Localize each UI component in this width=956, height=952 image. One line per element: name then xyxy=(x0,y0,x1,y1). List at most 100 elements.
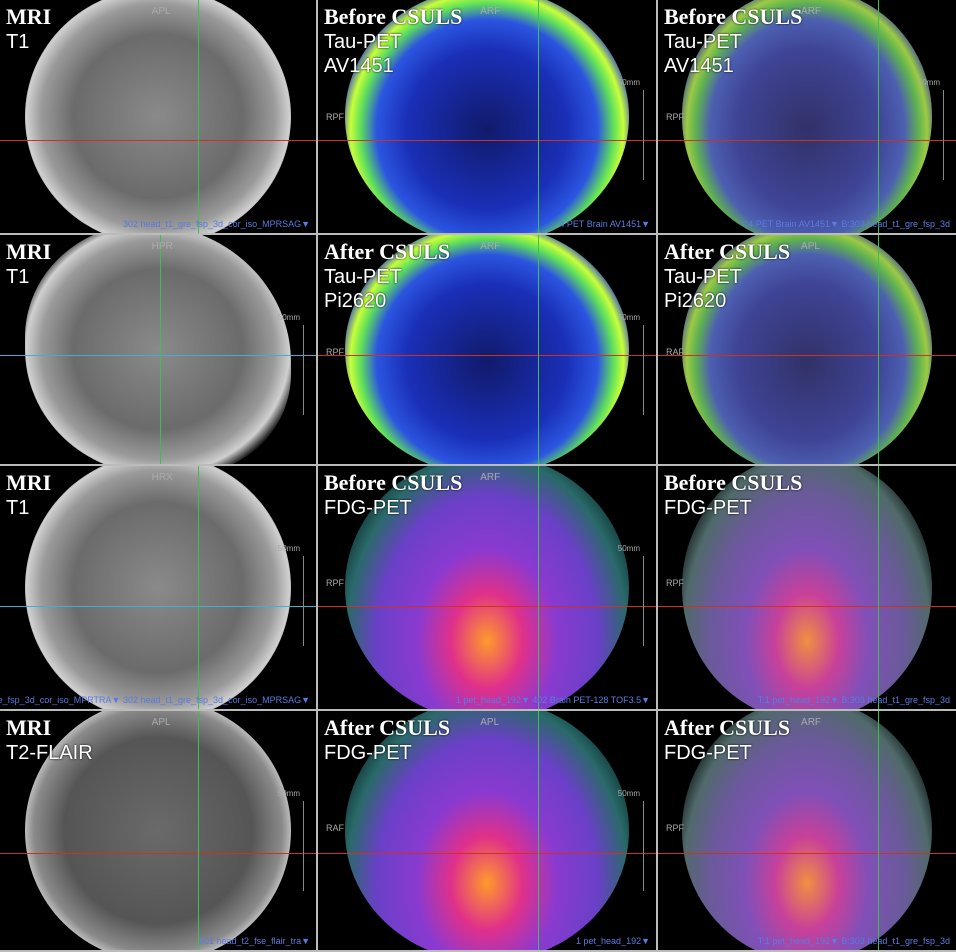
brain-scan-image xyxy=(345,235,629,464)
orientation-marker-left: RPF xyxy=(666,112,684,122)
scale-label: 50mm xyxy=(617,544,640,553)
crosshair-vertical xyxy=(198,0,199,233)
crosshair-vertical xyxy=(538,0,539,233)
orientation-marker: APL xyxy=(480,717,500,728)
series-label: T:4 PET Brain AV1451▼ B:303 head_t1_gre_… xyxy=(741,219,950,229)
panel-label: After CSULS FDG-PET xyxy=(324,715,450,765)
panel-title: MRI xyxy=(6,239,52,264)
image-panel: APL RAF After CSULS Tau-PET Pi2620 xyxy=(658,235,956,464)
brain-scan-image xyxy=(681,466,933,709)
series-label: 302 head_t1_gre_fsp_3d_cor_iso_MPRSAG▼ xyxy=(122,219,310,229)
series-label: 1 pet_head_192▼ xyxy=(576,936,650,946)
series-label: 4 PET Brain AV1451▼ xyxy=(559,219,650,229)
crosshair-horizontal xyxy=(318,355,656,356)
scale-label: 50mm xyxy=(277,313,300,322)
panel-subtitle: FDG-PET xyxy=(664,742,752,765)
panel-subtitle: Pi2620 xyxy=(664,290,727,313)
series-label: T:1 pet_head_192▼ B:303 head_t1_gre_fsp_… xyxy=(757,695,950,705)
panel-subtitle: FDG-PET xyxy=(324,742,412,765)
orientation-marker-left: RPF xyxy=(326,578,344,588)
scale-bar xyxy=(299,801,304,891)
image-panel: ARF 50mm RPF T:4 PET Brain AV1451▼ B:303 he… xyxy=(658,0,956,233)
brain-scan-image xyxy=(25,235,291,464)
orientation-marker-left: RPF xyxy=(666,578,684,588)
scale-bar xyxy=(639,325,644,415)
panel-subtitle: FDG-PET xyxy=(324,497,412,520)
panel-label: MRI T1 xyxy=(6,4,51,54)
panel-subtitle: T1 xyxy=(6,266,30,289)
crosshair-vertical xyxy=(538,711,539,950)
scale-label: 50mm xyxy=(617,789,640,798)
panel-title: MRI xyxy=(6,4,52,29)
crosshair-horizontal xyxy=(0,853,316,854)
image-panel: HRX 50mm 303 head_t1_gre_fsp_3d_cor_iso_MP… xyxy=(0,466,316,709)
crosshair-vertical xyxy=(538,466,539,709)
panel-title: Before CSULS xyxy=(324,470,463,495)
panel-label: After CSULS Tau-PET Pi2620 xyxy=(664,239,790,313)
image-panel: ARF 50mm RPF After CSULS Tau-PET Pi2620 xyxy=(318,235,656,464)
orientation-marker-left: RPF xyxy=(326,112,344,122)
panel-subtitle: T2-FLAIR xyxy=(6,742,93,765)
brain-scan-image xyxy=(345,466,629,709)
scale-bar xyxy=(939,90,944,180)
scale-bar xyxy=(639,90,644,180)
panel-subtitle: Tau-PET xyxy=(664,266,742,289)
panel-label: Before CSULS FDG-PET xyxy=(324,470,462,520)
panel-subtitle: AV1451 xyxy=(664,55,734,78)
crosshair-horizontal xyxy=(318,606,656,607)
panel-title: MRI xyxy=(6,470,52,495)
panel-title: After CSULS xyxy=(324,715,451,740)
image-panel: RPF T:1 pet_head_192▼ B:303 head_t1_gre_f… xyxy=(658,466,956,709)
series-label: 501 head_t2_fse_flair_tra▼ xyxy=(199,936,310,946)
image-panel: ARF RPF T:1 pet_head_192▼ B:303 head_t1_gr… xyxy=(658,711,956,950)
orientation-marker: HRX xyxy=(151,472,173,483)
panel-label: Before CSULS FDG-PET xyxy=(664,470,802,520)
crosshair-horizontal xyxy=(658,355,956,356)
panel-subtitle: Tau-PET xyxy=(324,31,402,54)
panel-title: MRI xyxy=(6,715,52,740)
panel-title: Before CSULS xyxy=(664,4,803,29)
orientation-marker: ARF xyxy=(801,717,822,728)
orientation-marker: APL xyxy=(801,241,820,252)
series-label: 303 head_t1_gre_fsp_3d_cor_iso_MPRTRA▼ 3… xyxy=(0,695,310,705)
crosshair-vertical xyxy=(878,711,879,950)
image-panel: APL 302 head_t1_gre_fsp_3d_cor_iso_MPRSAG… xyxy=(0,0,316,233)
crosshair-vertical xyxy=(198,711,199,950)
crosshair-horizontal xyxy=(658,853,956,854)
panel-subtitle: Pi2620 xyxy=(324,290,387,313)
image-panel: APL 50mm RAF 1 pet_head_192▼ After CSULS FDG-… xyxy=(318,711,656,950)
brain-scan-image xyxy=(25,466,291,709)
crosshair-horizontal xyxy=(0,355,316,356)
scale-label: 50mm xyxy=(917,78,940,87)
orientation-marker: ARF xyxy=(480,6,501,17)
panel-subtitle: Tau-PET xyxy=(324,266,402,289)
crosshair-vertical xyxy=(878,0,879,233)
crosshair-horizontal xyxy=(318,140,656,141)
brain-scan-image xyxy=(681,235,933,464)
image-panel: APL 50mm 501 head_t2_fse_flair_tra▼ MRI T2-F… xyxy=(0,711,316,950)
crosshair-vertical xyxy=(160,235,161,464)
image-panel: ARF 50mm RPF 1 pet_head_192▼ 402 Brain PET-… xyxy=(318,466,656,709)
series-label: 1 pet_head_192▼ 402 Brain PET-128 TOF3.5… xyxy=(455,695,650,705)
crosshair-horizontal xyxy=(318,853,656,854)
image-panel: ARF 50mm RPF 4 PET Brain AV1451▼ Before CSUL… xyxy=(318,0,656,233)
panel-title: Before CSULS xyxy=(324,4,463,29)
orientation-marker-left: RAF xyxy=(666,347,684,357)
panel-subtitle: Tau-PET xyxy=(664,31,742,54)
panel-label: MRI T1 xyxy=(6,239,51,289)
orientation-marker: ARF xyxy=(480,472,501,483)
brain-scan-image xyxy=(345,0,629,233)
panel-title: After CSULS xyxy=(324,239,451,264)
crosshair-vertical xyxy=(878,466,879,709)
orientation-marker-left: RPF xyxy=(666,823,684,833)
panel-title: Before CSULS xyxy=(664,470,803,495)
brain-scan-image xyxy=(25,0,291,233)
crosshair-vertical xyxy=(198,466,199,709)
scale-label: 50mm xyxy=(617,313,640,322)
crosshair-horizontal xyxy=(658,606,956,607)
brain-scan-image xyxy=(681,711,933,950)
orientation-marker-left: RPF xyxy=(326,347,344,357)
orientation-marker: APL xyxy=(151,6,171,17)
brain-scan-image xyxy=(681,0,933,233)
scale-label: 50mm xyxy=(277,544,300,553)
